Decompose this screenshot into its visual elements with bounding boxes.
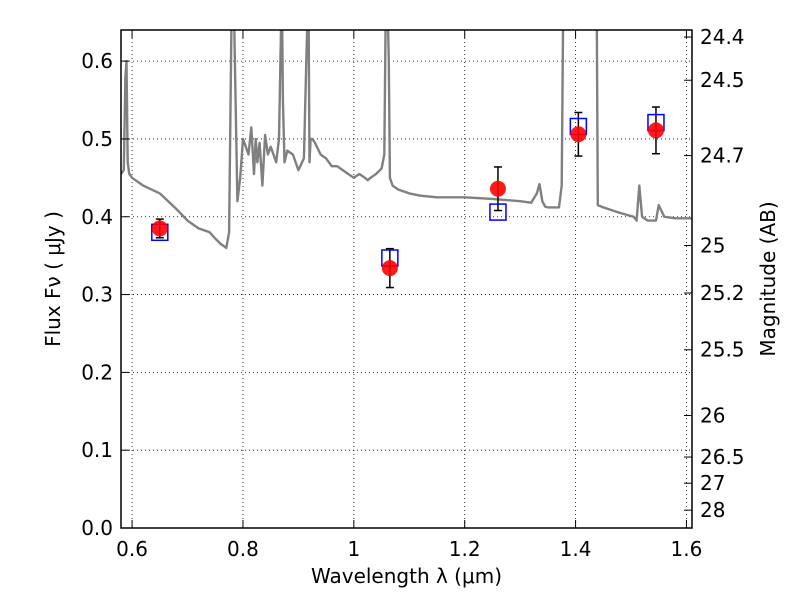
mag-tick-label: 24.7 — [700, 144, 745, 168]
y-tick-label: 0.4 — [81, 205, 113, 229]
observed-points — [151, 122, 664, 277]
y-tick-label: 0.0 — [81, 516, 113, 540]
plot-frame — [120, 29, 693, 529]
mag-tick-label: 26.5 — [700, 445, 745, 469]
x-tick-label: 0.6 — [116, 537, 148, 561]
mag-tick-label: 25.5 — [700, 338, 745, 362]
observed-point — [647, 122, 664, 139]
x-tick-label: 1.4 — [560, 537, 592, 561]
mag-tick-label: 28 — [700, 498, 725, 522]
spectrum-layer — [121, 30, 692, 250]
axis-ticks: 0.6 0.8 1 1.2 1.4 1.6 0.0 0.1 0.2 0.3 0.4 0.5 0.6 24.… — [81, 25, 744, 561]
y-tick-label: 0.1 — [81, 438, 113, 462]
y2-axis-label: Magnitude (AB) — [756, 201, 780, 356]
x-tick-label: 0.8 — [227, 537, 259, 561]
mag-tick-label: 25 — [700, 233, 725, 257]
observed-point — [570, 126, 587, 143]
mag-tick-label: 24.5 — [700, 68, 745, 92]
y-tick-label: 0.2 — [81, 360, 113, 384]
x-tick-label: 1 — [347, 537, 360, 561]
mag-tick-label: 24.4 — [700, 25, 745, 49]
observed-point — [489, 180, 506, 197]
observed-point — [381, 260, 398, 277]
mag-tick-label: 26 — [700, 404, 725, 428]
y-axis-label: Flux Fν ( μJy ) — [41, 211, 65, 347]
model-point — [489, 203, 507, 221]
x-tick-label: 1.6 — [671, 537, 703, 561]
y-tick-label: 0.5 — [81, 127, 113, 151]
y-tick-label: 0.6 — [81, 49, 113, 73]
y-tick-label: 0.3 — [81, 283, 113, 307]
x-tick-label: 1.2 — [449, 537, 481, 561]
grid — [121, 30, 692, 529]
observed-point — [151, 220, 168, 237]
mag-tick-label: 27 — [700, 471, 725, 495]
mag-tick-label: 25.2 — [700, 281, 745, 305]
x-axis-label: Wavelength λ (μm) — [311, 564, 502, 588]
spectrum-line — [121, 30, 692, 250]
